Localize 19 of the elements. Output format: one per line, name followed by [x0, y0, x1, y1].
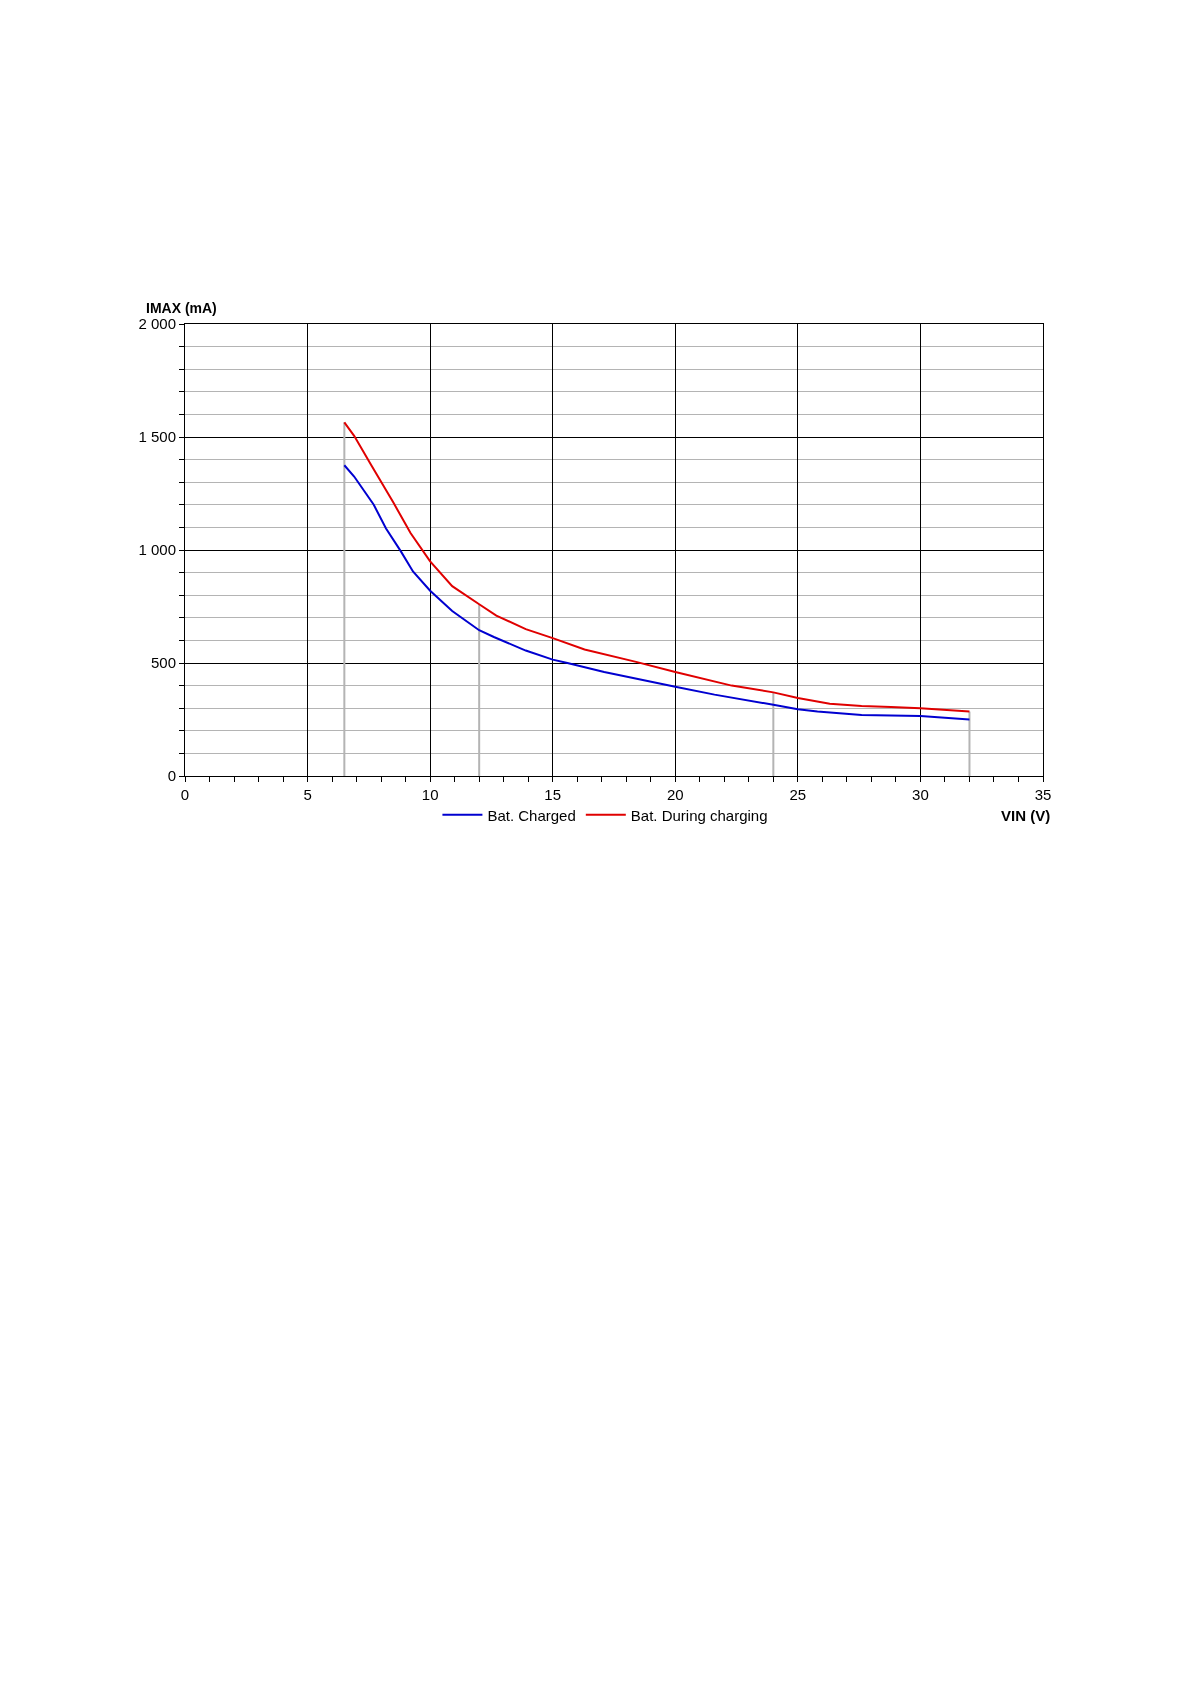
x-tick-label: 15: [544, 786, 562, 803]
y-tick-label: 0: [167, 767, 176, 785]
x-axis-title: VIN (V): [1001, 807, 1051, 824]
line-series: [343, 421, 971, 713]
x-tick-label: 20: [666, 786, 684, 803]
y-tick-label: 500: [150, 654, 176, 672]
x-tick-label: 35: [1034, 786, 1052, 803]
x-tick-label: 0: [180, 786, 190, 803]
line-series: [343, 464, 971, 721]
legend-label: Bat. Charged: [487, 806, 576, 824]
x-tick-label: 10: [421, 786, 439, 803]
y-tick-label: 2 000: [138, 315, 176, 333]
y-axis-title: IMAX (mA): [146, 300, 217, 316]
x-tick-label: 5: [303, 786, 312, 803]
legend-label: Bat. During charging: [630, 806, 768, 824]
y-tick-label: 1 000: [138, 541, 176, 559]
y-tick-label: 1 500: [138, 428, 176, 446]
x-tick-label: 25: [789, 786, 807, 803]
x-tick-label: 30: [912, 786, 929, 803]
